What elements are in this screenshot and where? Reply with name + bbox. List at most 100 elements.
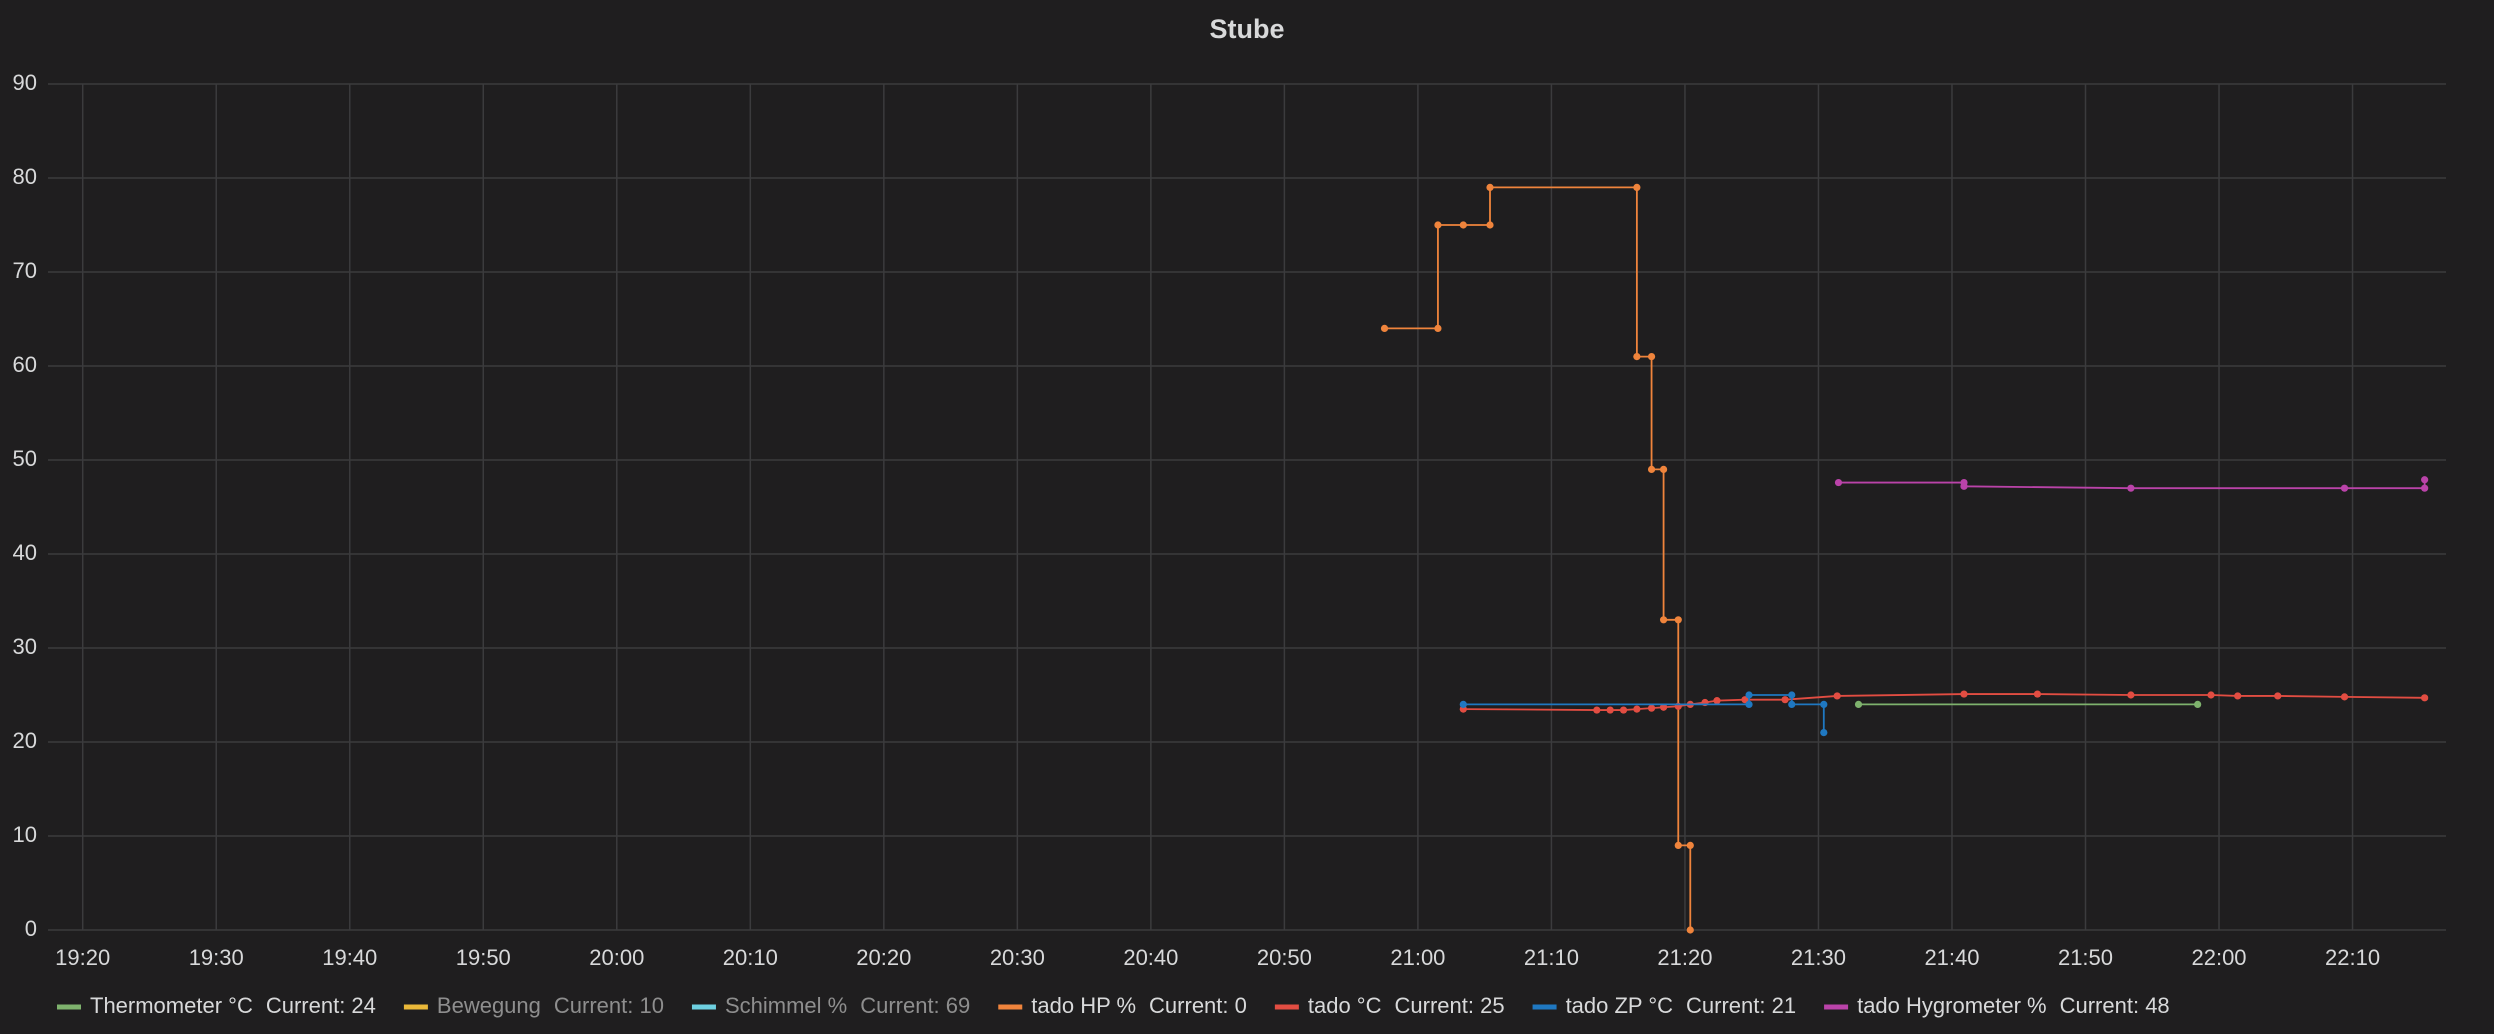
y-tick-label: 60 — [13, 352, 37, 377]
data-point — [1686, 841, 1694, 850]
data-point — [1633, 353, 1641, 361]
legend-current: Current: 21 — [1686, 993, 1796, 1018]
y-tick-label: 0 — [25, 916, 37, 941]
data-point — [1745, 700, 1753, 709]
data-point — [1434, 324, 1442, 332]
data-point — [2274, 692, 2282, 700]
legend-item[interactable]: tado °C Current: 25 — [1274, 993, 1505, 1018]
series-line — [1384, 186, 1692, 930]
data-point — [1781, 696, 1789, 704]
data-point — [1854, 700, 1863, 709]
legend-label: Thermometer °C — [90, 993, 253, 1018]
data-point — [1647, 465, 1656, 473]
data-point — [1647, 353, 1656, 361]
data-point — [2421, 484, 2429, 492]
data-point — [1741, 696, 1749, 704]
data-point — [1459, 700, 1467, 709]
data-point — [1647, 704, 1656, 712]
data-point — [2421, 694, 2429, 702]
data-point — [2127, 484, 2135, 492]
legend-item[interactable]: Bewegung Current: 10 — [403, 993, 664, 1018]
data-point — [1619, 706, 1628, 714]
data-point — [1606, 706, 1614, 714]
x-tick-label: 19:20 — [55, 945, 110, 970]
legend-item[interactable]: tado HP % Current: 0 — [998, 993, 1247, 1018]
x-tick-label: 20:00 — [589, 945, 644, 970]
data-point — [1833, 692, 1841, 700]
x-tick-label: 19:50 — [456, 945, 511, 970]
legend-current: Current: 48 — [2060, 993, 2170, 1018]
data-point — [1659, 465, 1668, 473]
data-point — [2340, 693, 2349, 701]
x-tick-label: 20:20 — [856, 945, 911, 970]
data-point — [1633, 705, 1641, 713]
data-point — [1486, 221, 1494, 229]
data-point — [2207, 691, 2215, 699]
legend-current: Current: 0 — [1149, 993, 1247, 1018]
legend-label: tado HP % — [1031, 993, 1136, 1018]
y-tick-label: 20 — [13, 728, 37, 753]
data-point — [1820, 700, 1828, 709]
data-point — [1713, 697, 1721, 705]
data-point — [1459, 221, 1467, 229]
data-point — [1659, 616, 1668, 624]
series-line — [1463, 693, 2425, 711]
data-point — [2127, 691, 2135, 699]
data-point — [1593, 706, 1601, 714]
legend-label: Schimmel % — [725, 993, 847, 1018]
x-tick-label: 20:40 — [1123, 945, 1178, 970]
legend-label: tado °C — [1308, 993, 1382, 1018]
data-point — [1960, 690, 1968, 698]
x-tick-label: 21:30 — [1791, 945, 1846, 970]
data-point — [1434, 221, 1442, 229]
chart-title: Stube — [1209, 14, 1284, 44]
legend-current: Current: 24 — [266, 993, 376, 1018]
legend-item[interactable]: tado ZP °C Current: 21 — [1532, 993, 1797, 1018]
y-tick-label: 90 — [13, 70, 37, 95]
data-point — [1686, 926, 1694, 934]
y-tick-label: 80 — [13, 164, 37, 189]
data-point — [1486, 183, 1494, 191]
x-tick-label: 19:30 — [189, 945, 244, 970]
x-tick-label: 22:10 — [2325, 945, 2380, 970]
y-tick-label: 30 — [13, 634, 37, 659]
x-tick-label: 19:40 — [322, 945, 377, 970]
legend-label: Bewegung — [437, 993, 541, 1018]
x-tick-label: 20:50 — [1257, 945, 1312, 970]
data-point — [1659, 703, 1668, 711]
data-point — [1788, 700, 1796, 709]
data-point — [1834, 478, 1843, 487]
legend-current: Current: 69 — [860, 993, 970, 1018]
legend-label: tado Hygrometer % — [1857, 993, 2047, 1018]
data-point — [2033, 690, 2042, 698]
x-tick-label: 21:40 — [1924, 945, 1979, 970]
legend-current: Current: 25 — [1395, 993, 1505, 1018]
legend-item[interactable]: Thermometer °C Current: 24 — [57, 993, 376, 1018]
y-tick-label: 50 — [13, 446, 37, 471]
y-tick-label: 40 — [13, 540, 37, 565]
x-tick-label: 21:50 — [2058, 945, 2113, 970]
x-tick-label: 20:30 — [990, 945, 1045, 970]
legend-item[interactable]: tado Hygrometer % Current: 48 — [1824, 993, 2170, 1018]
data-point — [1380, 324, 1389, 332]
data-point — [2340, 484, 2349, 492]
data-point — [1633, 183, 1641, 191]
data-point — [1960, 482, 1968, 490]
data-point — [2421, 476, 2429, 484]
data-point — [2194, 700, 2202, 709]
x-tick-label: 22:00 — [2191, 945, 2246, 970]
legend-current: Current: 10 — [554, 993, 664, 1018]
legend-item[interactable]: Schimmel % Current: 69 — [691, 993, 970, 1018]
data-point — [1674, 616, 1682, 624]
y-tick-label: 70 — [13, 258, 37, 283]
x-tick-label: 21:10 — [1524, 945, 1579, 970]
data-point — [1788, 691, 1796, 699]
legend-label: tado ZP °C — [1566, 993, 1674, 1018]
data-point — [2234, 692, 2242, 700]
x-tick-label: 21:00 — [1390, 945, 1445, 970]
x-tick-label: 20:10 — [723, 945, 778, 970]
data-point — [1820, 729, 1828, 737]
